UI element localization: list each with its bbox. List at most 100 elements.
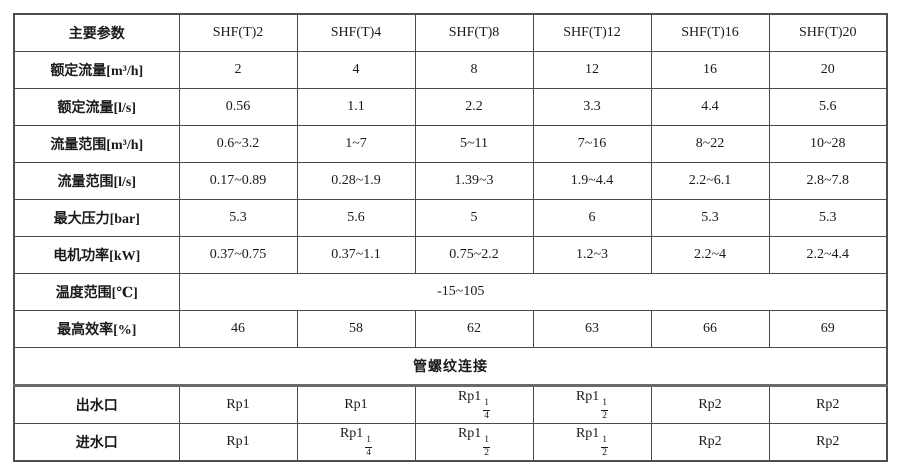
row-label: 出水口	[13, 385, 180, 424]
value-cell: 2.2~4.4	[768, 236, 888, 274]
row-label: 最大压力[bar]	[13, 199, 180, 237]
thread-size: Rp1	[339, 426, 364, 441]
value-cell: 0.28~1.9	[296, 162, 416, 200]
model-header-cell: SHF(T)12	[532, 13, 652, 52]
value-cell: 0.17~0.89	[178, 162, 298, 200]
thread-size: Rp2	[816, 434, 840, 449]
inlet-row: 进水口 Rp1 Rp1 1 4 Rp1 1 2 Rp1 1 2 Rp2 Rp2	[13, 423, 888, 462]
value-cell: 66	[650, 310, 770, 348]
value-cell: 3.3	[532, 88, 652, 126]
thread-size: Rp1	[226, 434, 250, 449]
flow-range-m3h-row: 流量范围[m³/h] 0.6~3.2 1~7 5~11 7~16 8~22 10…	[13, 125, 888, 163]
value-cell: 2	[178, 51, 298, 89]
thread-cell: Rp2	[650, 385, 770, 424]
thread-size: Rp1	[457, 389, 482, 404]
value-cell: 2.2~4	[650, 236, 770, 274]
rated-flow-m3h-row: 额定流量[m³/h] 2 4 8 12 16 20	[13, 51, 888, 89]
value-cell: 5.3	[178, 199, 298, 237]
thread-size: Rp1	[457, 426, 482, 441]
row-label: 电机功率[kW]	[13, 236, 180, 274]
thread-size: Rp1	[575, 389, 600, 404]
value-cell: 0.37~1.1	[296, 236, 416, 274]
value-cell: 7~16	[532, 125, 652, 163]
thread-cell: Rp1 1 2	[532, 423, 652, 462]
value-cell: 16	[650, 51, 770, 89]
value-cell: 2.2	[414, 88, 534, 126]
row-label: 额定流量[l/s]	[13, 88, 180, 126]
thread-size: Rp1	[344, 397, 368, 412]
section-row: 管螺纹连接	[13, 347, 888, 387]
value-cell: 5~11	[414, 125, 534, 163]
value-cell: 0.75~2.2	[414, 236, 534, 274]
model-header-cell: SHF(T)2	[178, 13, 298, 52]
value-cell: 0.56	[178, 88, 298, 126]
value-cell: 5.6	[296, 199, 416, 237]
flow-range-ls-row: 流量范围[l/s] 0.17~0.89 0.28~1.9 1.39~3 1.9~…	[13, 162, 888, 200]
row-label: 流量范围[m³/h]	[13, 125, 180, 163]
thread-cell: Rp1 1 4	[296, 423, 416, 462]
thread-size: Rp2	[698, 397, 722, 412]
value-cell: 1.9~4.4	[532, 162, 652, 200]
thread-cell: Rp1 1 2	[414, 423, 534, 462]
value-cell: 63	[532, 310, 652, 348]
value-cell: 2.2~6.1	[650, 162, 770, 200]
value-cell: 0.37~0.75	[178, 236, 298, 274]
value-cell: 58	[296, 310, 416, 348]
thread-size: Rp2	[698, 434, 722, 449]
value-cell: 5.3	[768, 199, 888, 237]
thread-size: Rp1	[226, 397, 250, 412]
value-cell: 62	[414, 310, 534, 348]
value-cell: 1.1	[296, 88, 416, 126]
row-label: 温度范围[℃]	[13, 273, 180, 311]
header-row: 主要参数 SHF(T)2 SHF(T)4 SHF(T)8 SHF(T)12 SH…	[13, 13, 888, 52]
thread-cell: Rp1	[178, 423, 298, 462]
thread-cell: Rp1 1 2	[532, 385, 652, 424]
temp-range-row: 温度范围[℃] -15~105	[13, 273, 888, 311]
rated-flow-ls-row: 额定流量[l/s] 0.56 1.1 2.2 3.3 4.4 5.6	[13, 88, 888, 126]
temp-range-value-cell: -15~105	[178, 273, 888, 311]
motor-power-row: 电机功率[kW] 0.37~0.75 0.37~1.1 0.75~2.2 1.2…	[13, 236, 888, 274]
thread-cell: Rp1	[296, 385, 416, 424]
value-cell: 69	[768, 310, 888, 348]
value-cell: 1~7	[296, 125, 416, 163]
thread-cell: Rp2	[768, 423, 888, 462]
value-cell: 5.3	[650, 199, 770, 237]
param-header-cell: 主要参数	[13, 13, 180, 52]
value-cell: 4.4	[650, 88, 770, 126]
thread-size: Rp2	[816, 397, 840, 412]
value-cell: 4	[296, 51, 416, 89]
row-label: 进水口	[13, 423, 180, 462]
model-header-cell: SHF(T)20	[768, 13, 888, 52]
row-label: 最高效率[%]	[13, 310, 180, 348]
value-cell: 1.2~3	[532, 236, 652, 274]
max-efficiency-row: 最高效率[%] 46 58 62 63 66 69	[13, 310, 888, 348]
value-cell: 10~28	[768, 125, 888, 163]
max-pressure-row: 最大压力[bar] 5.3 5.6 5 6 5.3 5.3	[13, 199, 888, 237]
model-header-cell: SHF(T)8	[414, 13, 534, 52]
model-header-cell: SHF(T)4	[296, 13, 416, 52]
value-cell: 8~22	[650, 125, 770, 163]
row-label: 额定流量[m³/h]	[13, 51, 180, 89]
value-cell: 6	[532, 199, 652, 237]
model-header-cell: SHF(T)16	[650, 13, 770, 52]
value-cell: 1.39~3	[414, 162, 534, 200]
thread-cell: Rp1	[178, 385, 298, 424]
pipe-thread-section-title: 管螺纹连接	[13, 347, 888, 387]
thread-cell: Rp1 1 4	[414, 385, 534, 424]
thread-size: Rp1	[575, 426, 600, 441]
row-label: 流量范围[l/s]	[13, 162, 180, 200]
outlet-row: 出水口 Rp1 Rp1 Rp1 1 4 Rp1 1 2 Rp2 Rp2	[13, 385, 888, 424]
thread-cell: Rp2	[768, 385, 888, 424]
value-cell: 5.6	[768, 88, 888, 126]
value-cell: 46	[178, 310, 298, 348]
value-cell: 0.6~3.2	[178, 125, 298, 163]
value-cell: 2.8~7.8	[768, 162, 888, 200]
value-cell: 12	[532, 51, 652, 89]
value-cell: 20	[768, 51, 888, 89]
